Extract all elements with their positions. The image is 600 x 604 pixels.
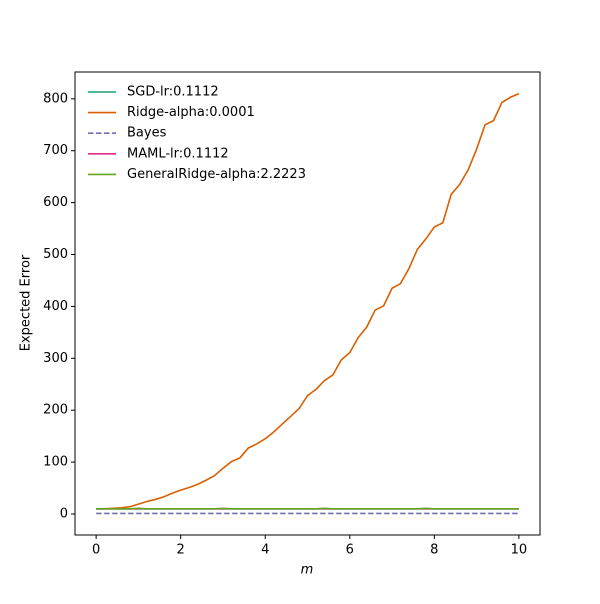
y-tick-label: 400	[43, 299, 68, 314]
legend-label: Bayes	[127, 126, 167, 141]
y-tick-label: 0	[60, 506, 68, 521]
x-tick-label: 4	[261, 543, 269, 558]
y-tick-label: 500	[43, 247, 68, 262]
legend-label: GeneralRidge-alpha:2.2223	[127, 167, 306, 182]
x-tick-label: 10	[511, 543, 528, 558]
x-tick-label: 8	[430, 543, 438, 558]
y-tick-label: 700	[43, 143, 68, 158]
x-axis-label: m	[301, 563, 314, 578]
legend-label: Ridge-alpha:0.0001	[127, 105, 255, 120]
x-tick-label: 2	[177, 543, 185, 558]
y-tick-label: 100	[43, 455, 68, 470]
x-tick-label: 6	[346, 543, 354, 558]
x-tick-label: 0	[92, 543, 100, 558]
y-tick-label: 200	[43, 403, 68, 418]
y-tick-label: 800	[43, 91, 68, 106]
legend-label: MAML-lr:0.1112	[127, 146, 229, 161]
line-series	[96, 92, 520, 510]
y-tick-label: 600	[43, 195, 68, 210]
y-axis-label: Expected Error	[19, 254, 34, 351]
legend-label: SGD-lr:0.1112	[127, 85, 219, 100]
line-series	[96, 507, 519, 510]
y-tick-label: 300	[43, 351, 68, 366]
plot-frame	[74, 71, 541, 536]
